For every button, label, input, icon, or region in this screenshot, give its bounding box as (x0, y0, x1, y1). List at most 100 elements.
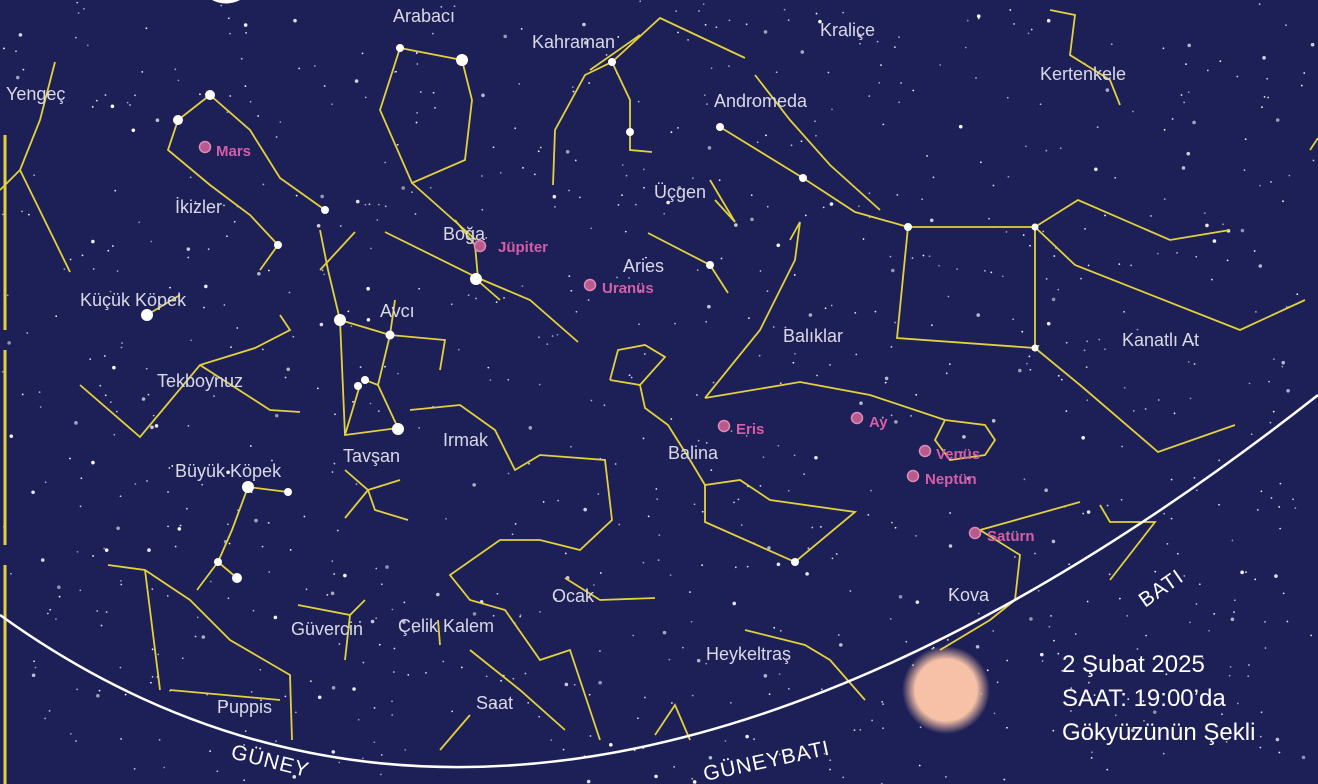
star (120, 667, 122, 669)
star (621, 194, 623, 196)
star (803, 473, 805, 475)
star (146, 368, 148, 370)
label: Kertenkele (1040, 64, 1126, 84)
star (70, 733, 72, 735)
star (458, 349, 460, 351)
star (929, 255, 931, 257)
star (362, 52, 364, 54)
star (926, 155, 928, 157)
star (186, 508, 188, 510)
star (379, 644, 381, 646)
star (113, 434, 115, 436)
star (675, 10, 677, 12)
star (1174, 412, 1176, 414)
star (976, 313, 980, 317)
star (343, 574, 347, 578)
star (859, 401, 863, 405)
star (317, 387, 319, 389)
star (120, 738, 122, 740)
star (416, 52, 418, 54)
star (885, 377, 889, 381)
star (1181, 94, 1183, 96)
star (923, 255, 925, 257)
star (1195, 256, 1197, 258)
star (1259, 747, 1261, 749)
star (1208, 630, 1210, 632)
star (809, 313, 813, 317)
planet-dot (200, 142, 211, 153)
star (403, 601, 405, 603)
star (682, 647, 684, 649)
star (751, 194, 753, 196)
star (912, 90, 914, 92)
label: Andromeda (714, 91, 808, 111)
star (397, 144, 399, 146)
star (284, 696, 286, 698)
star (553, 195, 557, 199)
star (420, 91, 422, 93)
sky-map: Arabacı Kahraman Kraliçe Kertenkele Yeng… (0, 0, 1318, 784)
star (919, 765, 921, 767)
star (514, 127, 516, 129)
star (1034, 553, 1036, 555)
star (1121, 499, 1123, 501)
star (174, 68, 176, 70)
star (40, 406, 42, 408)
star (1084, 228, 1086, 230)
star (1282, 200, 1284, 202)
star (508, 473, 510, 475)
star (1186, 152, 1190, 156)
star (333, 573, 335, 575)
star (1050, 615, 1052, 617)
star (1283, 593, 1285, 595)
star (670, 574, 672, 576)
star (39, 391, 41, 393)
star (105, 94, 107, 96)
star (229, 95, 231, 97)
label: Arabacı (393, 6, 455, 26)
star (763, 456, 765, 458)
star (331, 103, 333, 105)
star (576, 311, 578, 313)
star (992, 419, 996, 423)
star (644, 697, 646, 699)
star (317, 224, 321, 228)
star (1241, 229, 1245, 233)
star (842, 12, 844, 14)
star (854, 729, 856, 731)
star (759, 355, 761, 357)
star (292, 336, 294, 338)
star (945, 776, 947, 778)
star (47, 613, 49, 615)
star (590, 735, 592, 737)
star (670, 131, 672, 133)
star (289, 292, 291, 294)
star (764, 30, 768, 34)
label: Saat (476, 693, 513, 713)
planet-label: Mars (216, 143, 251, 160)
star (859, 43, 861, 45)
star (293, 19, 297, 23)
star (858, 205, 860, 207)
star (794, 454, 796, 456)
star (76, 688, 78, 690)
star (663, 213, 665, 215)
star (1028, 32, 1030, 34)
star (111, 104, 115, 108)
star (407, 674, 409, 676)
star (461, 667, 463, 669)
star (340, 225, 342, 227)
label: Çelik Kalem (398, 616, 494, 636)
star (1233, 611, 1235, 613)
star (949, 544, 953, 548)
star (268, 270, 270, 272)
star (956, 268, 958, 270)
star (338, 643, 340, 645)
star (1052, 540, 1056, 544)
star (1006, 231, 1008, 233)
star (394, 648, 396, 650)
star (96, 100, 98, 102)
star (891, 522, 893, 524)
star (885, 382, 887, 384)
star (828, 72, 830, 74)
